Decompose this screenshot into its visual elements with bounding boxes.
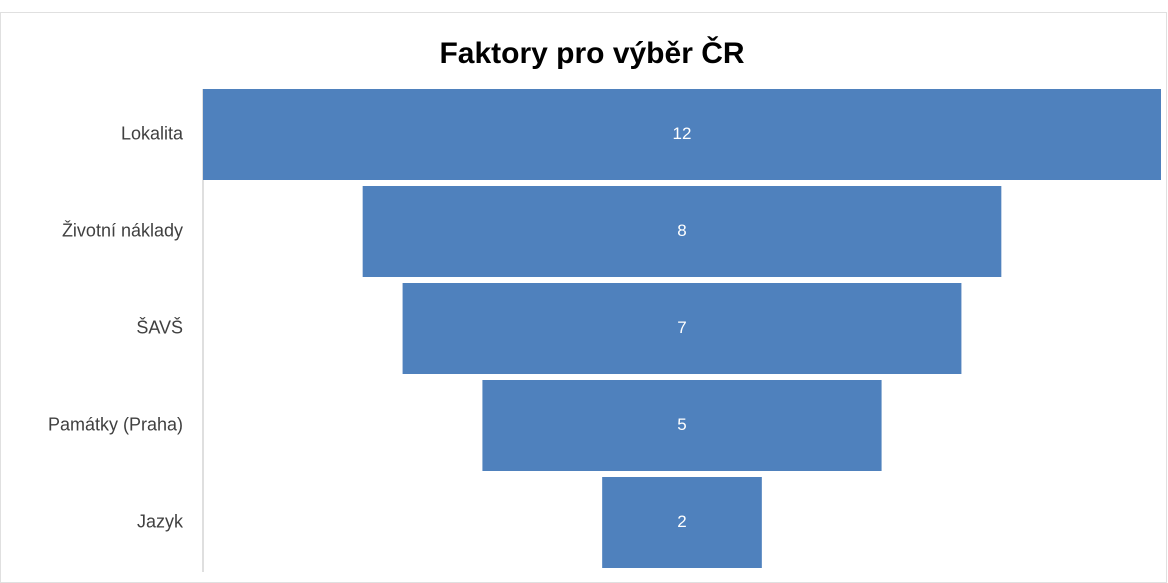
bar	[482, 380, 882, 471]
category-label: Památky (Praha)	[48, 414, 183, 434]
chart-title: Faktory pro výběr ČR	[439, 36, 744, 70]
bar	[203, 89, 1161, 180]
value-label: 5	[677, 415, 686, 434]
bar	[602, 477, 762, 568]
value-label: 2	[677, 512, 686, 531]
bar	[362, 186, 1002, 277]
category-label: Životní náklady	[62, 220, 183, 240]
category-label: ŠAVŠ	[136, 316, 183, 337]
category-label: Jazyk	[137, 511, 184, 531]
category-label: Lokalita	[121, 123, 184, 143]
value-label: 7	[677, 318, 686, 337]
bar	[402, 283, 962, 374]
value-label: 12	[673, 124, 692, 143]
value-label: 8	[677, 221, 686, 240]
